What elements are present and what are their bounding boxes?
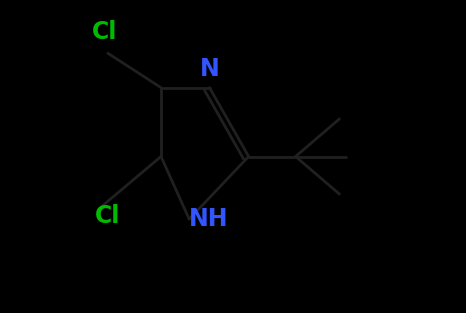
Text: NH: NH — [189, 207, 229, 231]
Text: Cl: Cl — [92, 20, 117, 44]
Text: Cl: Cl — [95, 204, 121, 228]
Text: N: N — [199, 57, 219, 81]
